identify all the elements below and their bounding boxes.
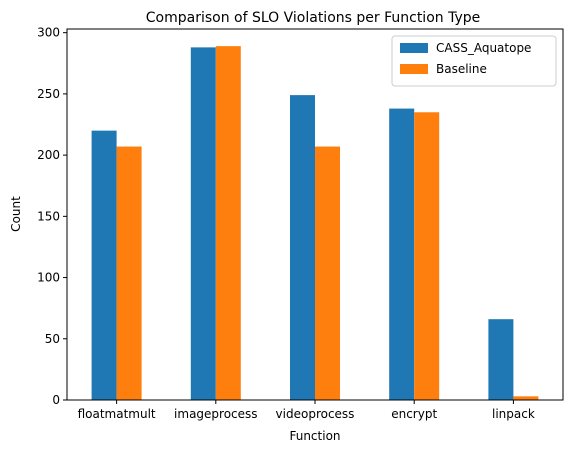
bar-baseline-encrypt — [414, 112, 440, 400]
y-tick-label: 100 — [37, 271, 60, 285]
x-axis-label: Function — [289, 429, 340, 443]
legend-label-baseline: Baseline — [436, 62, 487, 76]
legend-swatch-baseline — [400, 64, 428, 74]
legend-label-cass-aquatope: CASS_Aquatope — [436, 41, 531, 55]
y-tick-label: 150 — [37, 209, 60, 223]
x-tick-label: floatmatmult — [78, 407, 156, 421]
legend-swatch-cass-aquatope — [400, 43, 428, 53]
bar-baseline-floatmatmult — [116, 146, 142, 400]
legend-box — [391, 35, 557, 87]
x-tick-label: imageprocess — [174, 407, 258, 421]
chart-title: Comparison of SLO Violations per Functio… — [146, 10, 481, 26]
bar-baseline-linpack — [513, 396, 539, 400]
legend: CASS_Aquatope Baseline — [391, 35, 557, 87]
bars-group — [91, 46, 539, 401]
bar-baseline-imageprocess — [215, 46, 241, 401]
y-tick-label: 300 — [37, 26, 60, 40]
y-tick-label: 250 — [37, 87, 60, 101]
y-axis: 0 50 100 150 200 250 300 — [37, 26, 67, 407]
x-tick-label: encrypt — [391, 407, 437, 421]
bar-baseline-videoprocess — [315, 146, 340, 400]
y-axis-label: Count — [9, 196, 23, 232]
x-axis: floatmatmult imageprocess videoprocess encr… — [78, 400, 535, 421]
y-tick-label: 0 — [52, 393, 60, 407]
bar-cass-aquatope-encrypt — [389, 108, 415, 400]
bar-cass-aquatope-imageprocess — [190, 47, 216, 401]
bar-cass-aquatope-linpack — [488, 319, 514, 400]
y-tick-label: 50 — [45, 332, 60, 346]
bar-cass-aquatope-videoprocess — [290, 95, 315, 401]
y-tick-label: 200 — [37, 148, 60, 162]
x-tick-label: linpack — [492, 407, 535, 421]
x-tick-label: videoprocess — [276, 407, 355, 421]
bar-cass-aquatope-floatmatmult — [91, 130, 117, 400]
